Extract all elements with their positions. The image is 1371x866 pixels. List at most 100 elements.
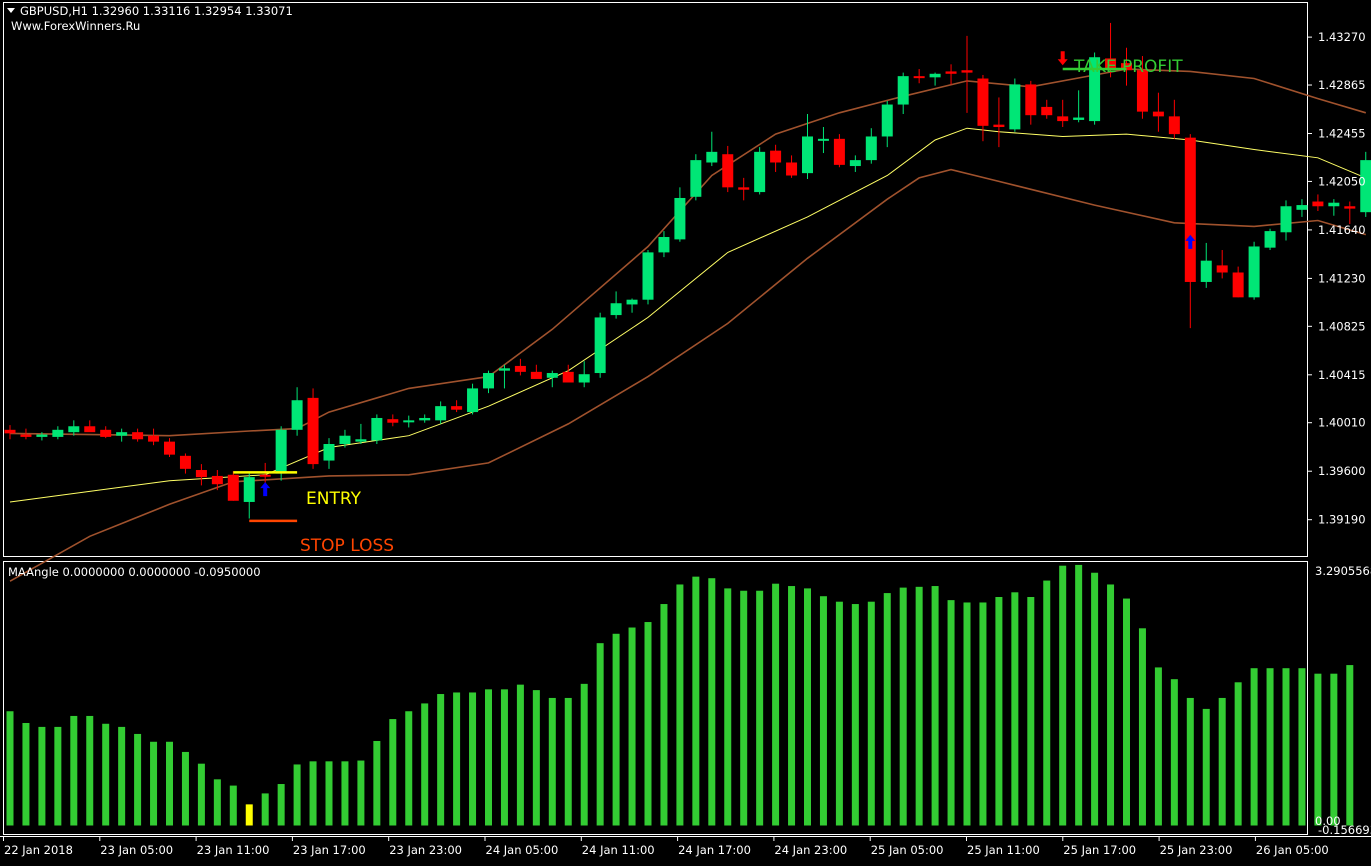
maangle-bar bbox=[230, 786, 237, 826]
candle-body bbox=[276, 430, 287, 474]
maangle-bar bbox=[102, 724, 109, 826]
maangle-bar bbox=[1283, 668, 1290, 825]
candle-body bbox=[84, 426, 95, 432]
candle-body bbox=[993, 125, 1004, 127]
maangle-bar bbox=[533, 690, 540, 825]
indicator-scale-top: 3.2905568 bbox=[1315, 564, 1371, 578]
candle-body bbox=[403, 420, 414, 422]
maangle-bar bbox=[740, 591, 747, 826]
candle-body bbox=[228, 475, 239, 501]
maangle-bar bbox=[1155, 667, 1162, 825]
candle-body bbox=[834, 139, 845, 165]
maangle-bar bbox=[676, 584, 683, 825]
maangle-bar bbox=[916, 587, 923, 826]
maangle-bar bbox=[820, 596, 827, 825]
maangle-bar bbox=[1235, 682, 1242, 825]
maangle-bar bbox=[692, 577, 699, 826]
candle-body bbox=[196, 470, 207, 477]
maangle-bar bbox=[1059, 566, 1066, 826]
candle-body bbox=[818, 139, 829, 141]
maangle-bar bbox=[995, 597, 1002, 826]
maangle-bar bbox=[1346, 665, 1353, 825]
maangle-bar bbox=[373, 741, 380, 826]
maangle-bar bbox=[326, 761, 333, 825]
candle-body bbox=[611, 303, 622, 315]
lower-band-line bbox=[10, 170, 1366, 582]
candle-body bbox=[898, 76, 909, 104]
candle-body bbox=[1328, 203, 1339, 207]
candle-body bbox=[754, 152, 765, 192]
maangle-bar bbox=[166, 742, 173, 826]
candle-body bbox=[1169, 116, 1180, 134]
maangle-bar bbox=[660, 604, 667, 825]
candle-body bbox=[690, 160, 701, 197]
candle-body bbox=[52, 430, 63, 437]
stop-loss-label: STOP LOSS bbox=[300, 536, 394, 556]
candle-body bbox=[387, 419, 398, 423]
candle-body bbox=[1296, 205, 1307, 210]
maangle-bar bbox=[182, 752, 189, 826]
maangle-bar bbox=[597, 643, 604, 825]
maangle-bar bbox=[1314, 674, 1321, 826]
maangle-bar bbox=[7, 711, 14, 825]
maangle-bar bbox=[1043, 581, 1050, 826]
candle-body bbox=[308, 398, 319, 464]
maangle-bar bbox=[1298, 668, 1305, 825]
maangle-bar bbox=[932, 586, 939, 825]
candle-body bbox=[946, 71, 957, 73]
candle-body bbox=[36, 435, 47, 437]
candle-body bbox=[483, 373, 494, 388]
maangle-bar bbox=[70, 716, 77, 826]
maangle-bar bbox=[278, 784, 285, 825]
maangle-bar bbox=[724, 588, 731, 825]
trade-signals bbox=[233, 51, 1195, 521]
time-tick-label: 25 Jan 23:00 bbox=[1160, 843, 1233, 857]
candle-body bbox=[1025, 84, 1036, 115]
candle-body bbox=[882, 105, 893, 137]
candle-body bbox=[930, 74, 941, 78]
candle-body bbox=[371, 418, 382, 440]
time-tick-label: 26 Jan 05:00 bbox=[1256, 843, 1329, 857]
candle-body bbox=[962, 70, 973, 72]
maangle-bar bbox=[756, 591, 763, 826]
maangle-bar bbox=[421, 703, 428, 825]
maangle-bar bbox=[1187, 698, 1194, 826]
maangle-bar bbox=[86, 716, 93, 826]
candle-body bbox=[914, 76, 925, 78]
maangle-bar bbox=[294, 764, 301, 825]
candle-body bbox=[802, 136, 813, 173]
bollinger-bands bbox=[10, 69, 1366, 581]
buy-arrow-icon bbox=[260, 482, 270, 496]
maangle-bar bbox=[453, 692, 460, 825]
maangle-bar bbox=[134, 734, 141, 826]
entry-label: ENTRY bbox=[306, 489, 362, 509]
time-tick-label: 24 Jan 17:00 bbox=[678, 843, 751, 857]
maangle-bar bbox=[836, 602, 843, 826]
candle-body bbox=[1153, 112, 1164, 117]
candle-body bbox=[1185, 138, 1196, 282]
maangle-bar bbox=[629, 628, 636, 826]
maangle-bar bbox=[900, 588, 907, 826]
candle-body bbox=[674, 198, 685, 239]
symbol-line: GBPUSD,H1 1.32960 1.33116 1.32954 1.3307… bbox=[20, 4, 293, 18]
maangle-bar bbox=[405, 711, 412, 825]
upper-band-line bbox=[10, 69, 1366, 436]
indicator-label: MAAngle 0.0000000 0.0000000 -0.0950000 bbox=[8, 565, 261, 579]
dropdown-triangle-icon[interactable] bbox=[7, 8, 15, 13]
maangle-bar bbox=[1171, 679, 1178, 825]
maangle-bar bbox=[1027, 597, 1034, 826]
price-tick-label: 1.41230 bbox=[1318, 271, 1366, 285]
maangle-bar bbox=[1091, 573, 1098, 826]
time-tick-label: 23 Jan 23:00 bbox=[389, 843, 462, 857]
time-tick-label: 23 Jan 05:00 bbox=[100, 843, 173, 857]
indicator-scale-bottom: -0.156693 bbox=[1318, 823, 1371, 837]
take-profit-label: TAKE PROFIT bbox=[1073, 57, 1183, 77]
candle-body bbox=[292, 400, 303, 430]
maangle-bar bbox=[964, 602, 971, 825]
maangle-bar bbox=[38, 727, 45, 826]
candle-body bbox=[116, 432, 127, 436]
maangle-bar bbox=[198, 764, 205, 826]
candle-body bbox=[547, 373, 558, 378]
